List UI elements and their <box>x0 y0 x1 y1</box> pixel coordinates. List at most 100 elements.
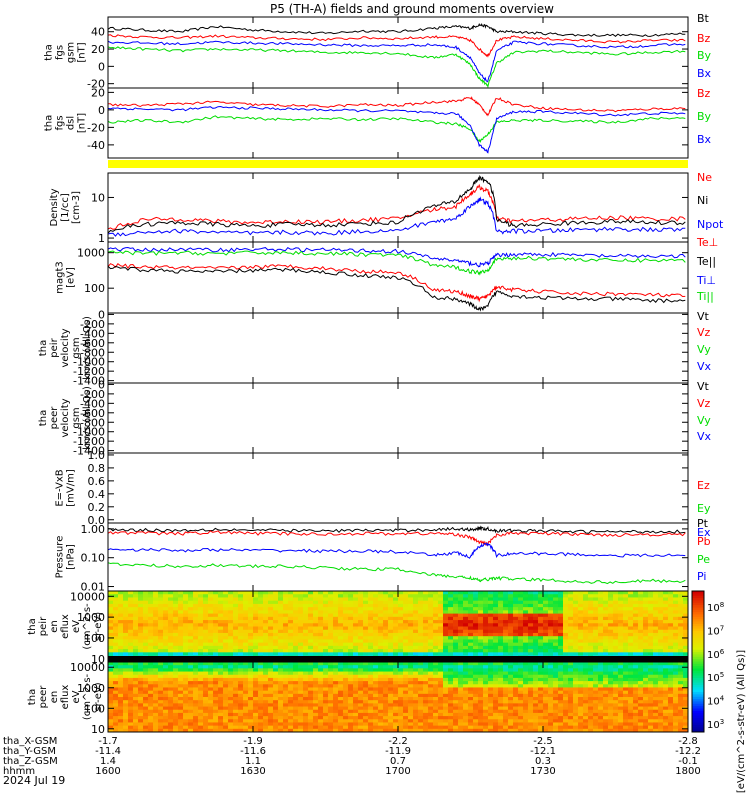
heat-cell <box>578 610 584 614</box>
heat-cell <box>518 597 524 602</box>
heat-cell <box>183 681 189 685</box>
heat-cell <box>578 629 584 634</box>
heat-cell <box>648 626 654 631</box>
heat-cell <box>173 632 179 637</box>
heat-cell <box>303 674 309 679</box>
heat-cell <box>288 703 294 707</box>
heat-cell <box>173 591 179 595</box>
heat-cell <box>468 603 474 608</box>
heat-cell <box>163 629 169 634</box>
heat-cell <box>198 684 204 688</box>
heat-cell <box>253 594 259 598</box>
heat-cell <box>228 639 234 644</box>
heat-cell <box>398 668 404 672</box>
heat-cell <box>523 607 529 611</box>
heat-cell <box>443 649 449 653</box>
heat-cell <box>483 629 489 634</box>
heat-cell <box>198 677 204 682</box>
heat-cell <box>118 620 124 624</box>
heat-cell <box>303 712 309 717</box>
heat-cell <box>423 668 429 672</box>
heat-cell <box>538 600 544 605</box>
heat-cell <box>528 600 534 605</box>
heat-cell <box>563 603 569 608</box>
series-line-Ti⊥ <box>107 246 686 268</box>
heat-cell <box>403 674 409 679</box>
heat-cell <box>133 591 139 595</box>
heat-cell <box>408 603 414 608</box>
heat-cell <box>158 649 164 653</box>
heat-cell <box>133 649 139 653</box>
heat-cell <box>408 671 414 676</box>
heat-cell <box>273 674 279 679</box>
heat-cell <box>518 709 524 714</box>
heat-cell <box>533 728 539 733</box>
heat-cell <box>533 697 539 701</box>
heat-cell <box>633 603 639 608</box>
heat-cell <box>238 652 244 656</box>
heat-cell <box>273 600 279 605</box>
heat-cell <box>563 645 569 650</box>
heat-cell <box>523 665 529 669</box>
heat-cell <box>548 728 554 733</box>
heat-cell <box>393 677 399 682</box>
heat-cell <box>183 649 189 653</box>
heat-cell <box>283 603 289 608</box>
heat-cell <box>303 709 309 714</box>
heat-cell <box>673 642 679 647</box>
heat-cell <box>168 652 174 656</box>
heat-cell <box>443 677 449 682</box>
heat-cell <box>503 690 509 695</box>
heat-cell <box>438 610 444 614</box>
heat-cell <box>493 594 499 598</box>
heat-cell <box>173 697 179 701</box>
heat-cell <box>278 610 284 614</box>
heat-cell <box>578 690 584 695</box>
heat-cell <box>133 716 139 720</box>
heat-cell <box>543 616 549 621</box>
heat-cell <box>383 722 389 727</box>
heat-cell <box>358 620 364 624</box>
heat-cell <box>483 716 489 720</box>
heat-cell <box>678 620 684 624</box>
heat-cell <box>348 668 354 672</box>
heat-cell <box>288 722 294 727</box>
heat-cell <box>463 613 469 618</box>
heat-cell <box>343 719 349 723</box>
heat-cell <box>333 610 339 614</box>
heat-cell <box>203 613 209 618</box>
heat-cell <box>113 636 119 640</box>
heat-cell <box>578 662 584 666</box>
heat-cell <box>423 677 429 682</box>
heat-cell <box>593 642 599 647</box>
heat-cell <box>548 652 554 656</box>
heat-cell <box>478 610 484 614</box>
heat-cell <box>213 597 219 602</box>
heat-cell <box>263 722 269 727</box>
heat-cell <box>658 591 664 595</box>
heat-cell <box>568 700 574 704</box>
heat-cell <box>288 603 294 608</box>
heat-cell <box>358 629 364 634</box>
heat-cell <box>133 636 139 640</box>
heat-cell <box>333 668 339 672</box>
heat-cell <box>153 645 159 650</box>
heat-cell <box>128 716 134 720</box>
heat-cell <box>383 719 389 723</box>
heat-cell <box>298 719 304 723</box>
heat-cell <box>198 674 204 679</box>
heat-cell <box>278 603 284 608</box>
heat-cell <box>468 668 474 672</box>
heat-cell <box>318 652 324 656</box>
heat-cell <box>313 728 319 733</box>
heat-cell <box>273 725 279 730</box>
heat-cell <box>168 665 174 669</box>
heat-cell <box>203 681 209 685</box>
heat-cell <box>573 697 579 701</box>
heat-cell <box>503 674 509 679</box>
heat-cell <box>158 665 164 669</box>
heat-cell <box>233 623 239 627</box>
heat-cell <box>558 636 564 640</box>
heat-cell <box>458 671 464 676</box>
heat-cell <box>193 671 199 676</box>
